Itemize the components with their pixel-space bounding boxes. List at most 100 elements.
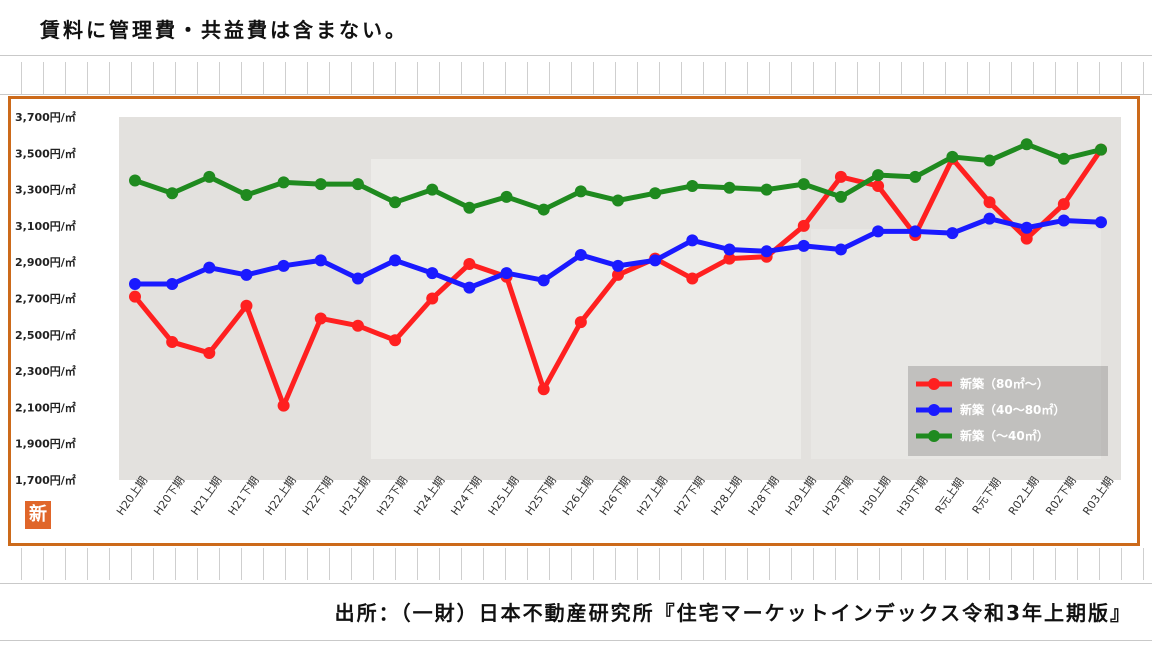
data-point	[426, 292, 439, 305]
x-tick-label: H27下期	[671, 474, 707, 518]
data-point	[463, 258, 476, 271]
data-point	[1020, 232, 1033, 245]
data-point	[463, 201, 476, 214]
building-backdrop	[811, 229, 1101, 459]
data-point	[1095, 143, 1107, 156]
data-point	[240, 189, 253, 202]
data-point	[686, 234, 699, 247]
y-tick-label: 1,900円/㎡	[15, 437, 76, 451]
data-point	[1057, 152, 1070, 165]
data-point	[909, 170, 922, 183]
data-point	[983, 154, 996, 167]
x-tick-label: H26上期	[560, 474, 596, 518]
data-point	[723, 243, 736, 256]
chart-frame: 1,700円/㎡ 1,900円/㎡ 2,100円/㎡ 2,300円/㎡ 2,500円/㎡…	[8, 96, 1140, 546]
new-badge-icon: 新	[25, 501, 51, 529]
data-point	[426, 183, 439, 196]
data-point	[909, 225, 922, 238]
data-point	[203, 170, 216, 183]
data-point	[500, 267, 513, 280]
rent-note: 賃料に管理費・共益費は含まない。	[40, 18, 408, 42]
data-point	[129, 174, 141, 187]
x-tick-label: R02上期	[1006, 474, 1042, 517]
data-point	[166, 336, 179, 349]
building-backdrop	[371, 159, 801, 459]
data-point	[1095, 216, 1107, 229]
data-point	[574, 248, 587, 261]
x-tick-label: H21下期	[226, 474, 262, 518]
y-tick-label: 2,900円/㎡	[15, 255, 76, 269]
data-point	[277, 259, 290, 272]
data-point	[203, 261, 216, 274]
grid-stripes-bottom	[0, 548, 1152, 580]
x-tick-label: R元下期	[970, 476, 1004, 517]
data-point	[537, 274, 550, 287]
data-point	[314, 178, 327, 191]
data-point	[723, 181, 736, 194]
data-point	[1057, 214, 1070, 227]
rent-line-chart: 1,700円/㎡ 1,900円/㎡ 2,100円/㎡ 2,300円/㎡ 2,500円/㎡…	[15, 110, 1121, 518]
data-point	[574, 316, 587, 329]
legend-marker	[928, 378, 940, 390]
x-tick-label: R元上期	[933, 476, 967, 517]
data-point	[351, 319, 364, 332]
x-tick-label: H22上期	[263, 474, 299, 518]
data-point	[537, 383, 550, 396]
data-point	[649, 254, 662, 267]
legend-label: 新築（40～80㎡）	[960, 402, 1065, 417]
data-point	[277, 176, 290, 189]
y-tick-label: 3,300円/㎡	[15, 183, 76, 197]
y-tick-label: 2,300円/㎡	[15, 364, 76, 378]
x-tick-label: H20下期	[151, 474, 187, 518]
data-point	[946, 227, 959, 240]
x-tick-label: R03上期	[1080, 474, 1116, 517]
y-tick-label: 2,100円/㎡	[15, 400, 76, 414]
data-point	[946, 150, 959, 163]
data-point	[463, 281, 476, 294]
ruled-line	[0, 640, 1152, 641]
ruled-line	[0, 94, 1152, 95]
data-point	[277, 399, 290, 412]
data-point	[129, 290, 141, 303]
data-point	[426, 267, 439, 280]
data-point	[872, 225, 885, 238]
legend-marker	[928, 430, 940, 442]
data-point	[686, 272, 699, 285]
x-tick-label: H29上期	[783, 474, 819, 518]
x-tick-label: R02下期	[1043, 474, 1079, 517]
data-point	[1057, 198, 1070, 211]
x-tick-label: H28上期	[709, 474, 745, 518]
data-point	[834, 243, 847, 256]
grid-stripes-top	[0, 62, 1152, 94]
data-point	[129, 277, 141, 290]
data-point	[500, 190, 513, 203]
data-point	[1020, 138, 1033, 151]
x-tick-label: H24上期	[411, 474, 447, 518]
data-point	[649, 187, 662, 200]
x-tick-label: H24下期	[448, 474, 484, 518]
y-tick-label: 3,500円/㎡	[15, 146, 76, 160]
x-tick-label: H22下期	[300, 474, 336, 518]
data-point	[612, 194, 624, 207]
data-point	[983, 212, 996, 225]
data-point	[760, 183, 773, 196]
legend-label: 新築（～40㎡）	[960, 428, 1049, 443]
data-point	[612, 259, 624, 272]
x-tick-label: H30上期	[857, 474, 893, 518]
x-tick-label: H30下期	[894, 474, 930, 518]
x-tick-label: H26下期	[597, 474, 633, 518]
data-point	[760, 245, 773, 258]
data-point	[574, 185, 587, 198]
data-point	[351, 272, 364, 285]
legend-marker	[928, 404, 940, 416]
data-point	[314, 312, 327, 325]
data-point	[389, 196, 402, 209]
x-tick-label: H25下期	[523, 474, 559, 518]
y-tick-label: 2,700円/㎡	[15, 292, 76, 306]
ruled-line	[0, 583, 1152, 584]
x-tick-label: H20上期	[114, 474, 150, 518]
data-point	[612, 268, 624, 281]
data-point	[314, 254, 327, 267]
y-tick-label: 2,500円/㎡	[15, 328, 76, 342]
legend-label: 新築（80㎡～）	[960, 376, 1049, 391]
